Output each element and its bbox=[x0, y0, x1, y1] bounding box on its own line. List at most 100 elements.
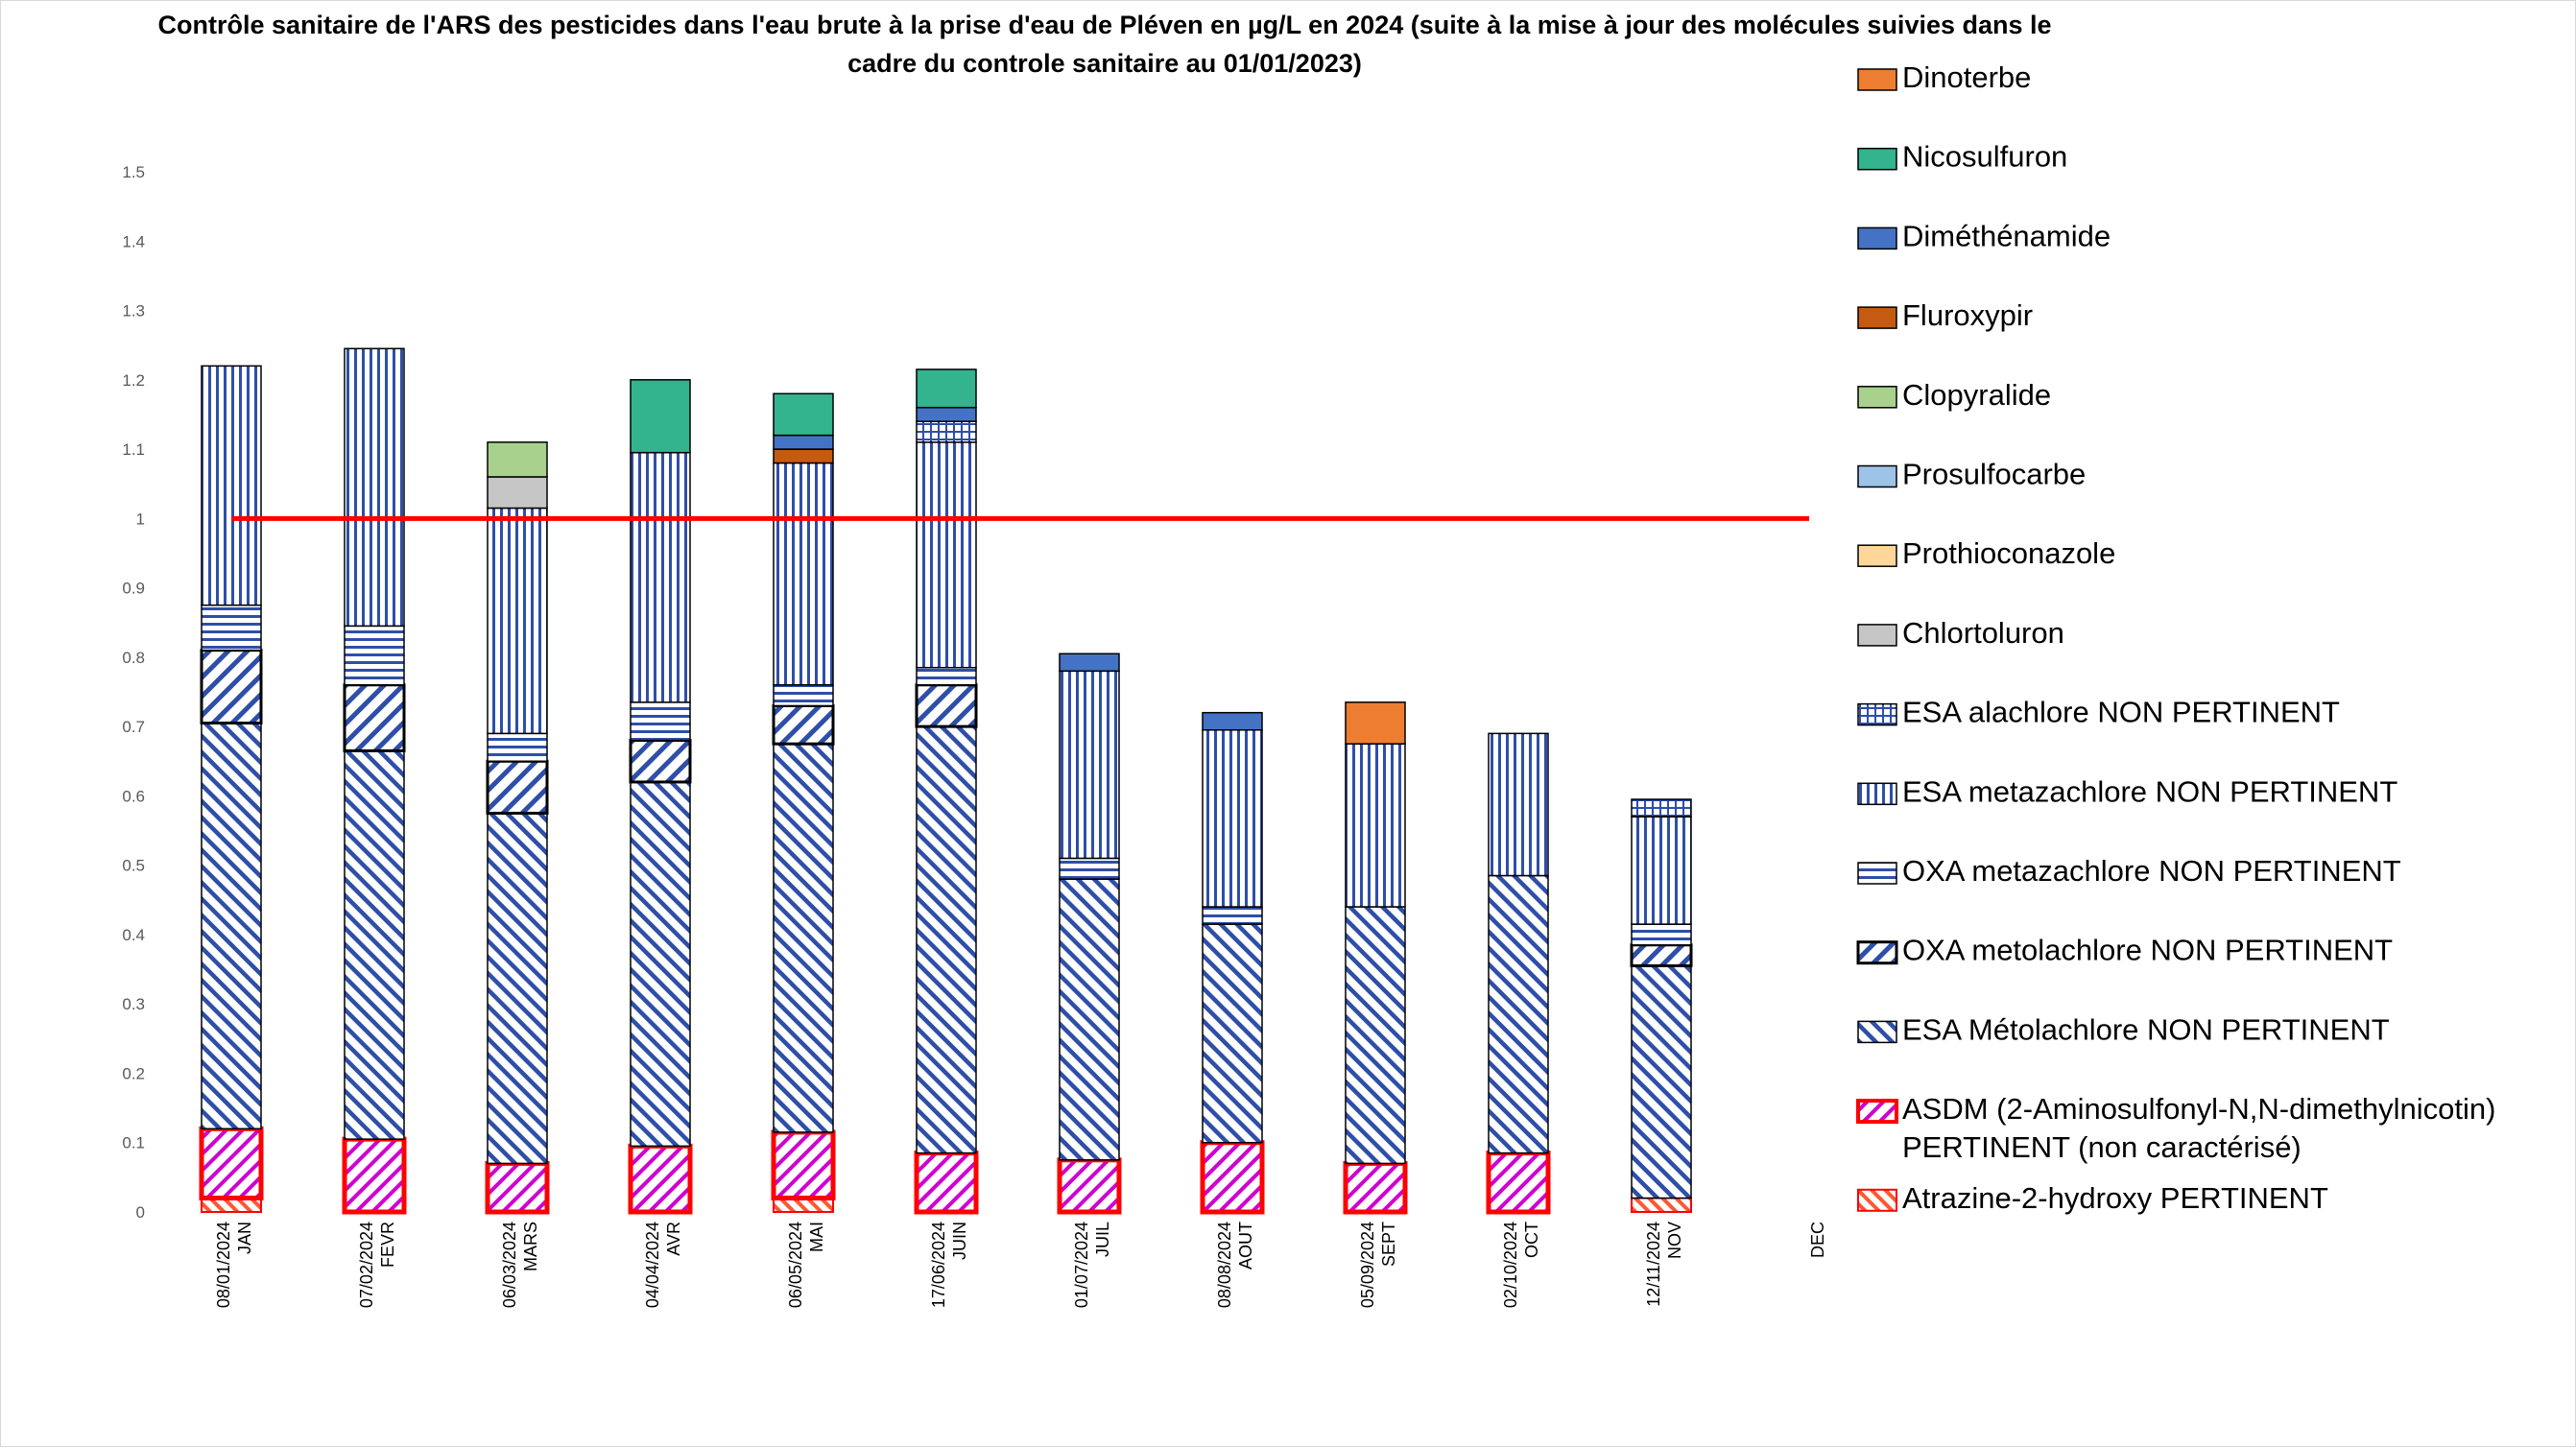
bar-segment bbox=[344, 749, 405, 1140]
bar-segment bbox=[773, 462, 834, 686]
y-tick-label: 1.4 bbox=[122, 232, 145, 250]
bar-segment bbox=[1345, 743, 1406, 908]
x-tick-month: MAI bbox=[807, 1222, 826, 1252]
y-tick-label: 0.5 bbox=[122, 857, 145, 875]
legend-swatch bbox=[1857, 147, 1897, 171]
x-tick-month: NOV bbox=[1665, 1222, 1684, 1259]
x-tick-month: MARS bbox=[521, 1222, 540, 1271]
bar-segment bbox=[916, 666, 977, 686]
x-tick-date: 08/08/2024 bbox=[1215, 1222, 1234, 1308]
legend-swatch bbox=[1857, 68, 1897, 91]
x-tick-date: 07/02/2024 bbox=[357, 1222, 376, 1308]
y-tick-label: 1.3 bbox=[122, 302, 145, 320]
bar-segment bbox=[915, 683, 978, 728]
y-tick-label: 0.2 bbox=[122, 1064, 145, 1082]
legend-swatch bbox=[1857, 306, 1897, 329]
legend-label: ESA Métolachlore NON PERTINENT bbox=[1902, 1012, 2390, 1046]
bars bbox=[199, 347, 1693, 1215]
bar-segment bbox=[916, 441, 977, 669]
legend-label: OXA metolachlore NON PERTINENT bbox=[1902, 934, 2393, 967]
y-tick-label: 0.4 bbox=[122, 926, 145, 944]
bar-segment bbox=[487, 441, 548, 478]
bar-segment bbox=[487, 476, 548, 510]
bar-segment bbox=[1202, 711, 1263, 731]
legend-swatch bbox=[1857, 226, 1897, 250]
legend-swatch bbox=[1857, 862, 1897, 885]
bar-segment bbox=[773, 434, 834, 450]
x-axis: 08/01/2024 JAN 07/02/2024 FEVR 06/03/2024 MAR… bbox=[214, 1222, 1827, 1308]
legend-label: Dinoterbe bbox=[1902, 60, 2031, 94]
bar-segment bbox=[1488, 874, 1549, 1154]
bar-segment bbox=[1059, 857, 1120, 880]
legend-label: Atrazine-2-hydroxy PERTINENT bbox=[1902, 1181, 2328, 1215]
bar-segment bbox=[1202, 728, 1263, 908]
bar-segment bbox=[1202, 906, 1263, 925]
legend-label: ASDM (2-Aminosulfonyl-N,N-dimethylnicoti… bbox=[1902, 1092, 2495, 1164]
legend-label: Nicosulfuron bbox=[1902, 140, 2067, 174]
bar-segment bbox=[1631, 1197, 1692, 1213]
bar-segment bbox=[342, 1136, 407, 1215]
bar-segment bbox=[773, 743, 834, 1133]
x-tick-month: JAN bbox=[235, 1222, 254, 1254]
legend-swatch bbox=[1857, 1188, 1897, 1212]
x-tick-month: JUIN bbox=[950, 1222, 969, 1260]
x-tick-date: 05/09/2024 bbox=[1358, 1222, 1377, 1308]
chart-title-line-1: Contrôle sanitaire de l'ARS des pesticid… bbox=[157, 11, 2052, 39]
x-tick-date: 06/05/2024 bbox=[786, 1222, 805, 1308]
legend-swatch bbox=[1856, 1099, 1898, 1125]
bar-segment bbox=[1202, 923, 1263, 1144]
y-tick-label: 1 bbox=[136, 510, 145, 528]
legend: Dinoterbe Nicosulfuron Diméthénamide Flurox… bbox=[1856, 60, 2495, 1215]
legend-label: Fluroxypir bbox=[1902, 298, 2033, 332]
bar-segment bbox=[487, 507, 548, 735]
legend-label: Prothioconazole bbox=[1902, 536, 2115, 570]
bar-segment bbox=[916, 368, 977, 409]
bar-segment bbox=[201, 722, 262, 1130]
y-tick-label: 0.9 bbox=[122, 580, 145, 598]
bar-segment bbox=[773, 448, 834, 464]
bar-segment bbox=[344, 347, 405, 628]
bar-segment bbox=[630, 781, 691, 1148]
legend-label: Diméthénamide bbox=[1902, 219, 2111, 252]
legend-label: ESA alachlore NON PERTINENT bbox=[1902, 696, 2340, 729]
x-tick-date: 04/04/2024 bbox=[643, 1222, 662, 1308]
bar-segment bbox=[629, 739, 692, 784]
bar-segment bbox=[1059, 670, 1120, 860]
y-tick-label: 0.8 bbox=[122, 649, 145, 667]
bar-segment bbox=[1488, 732, 1549, 877]
bar-segment bbox=[344, 625, 405, 686]
y-tick-label: 1.2 bbox=[122, 371, 145, 390]
x-tick-month: SEPT bbox=[1379, 1222, 1398, 1267]
x-tick-date: 06/03/2024 bbox=[500, 1222, 519, 1308]
bar-segment bbox=[916, 420, 977, 443]
x-tick-month: OCT bbox=[1522, 1222, 1541, 1258]
bar-segment bbox=[916, 725, 977, 1154]
bar-segment bbox=[773, 684, 834, 707]
x-tick-month: JUIL bbox=[1093, 1222, 1112, 1257]
x-tick-date: 17/06/2024 bbox=[929, 1222, 948, 1308]
y-tick-label: 0.6 bbox=[122, 787, 145, 805]
bar-segment bbox=[1631, 923, 1692, 946]
bar-segment bbox=[201, 604, 262, 652]
bar-segment bbox=[1345, 701, 1406, 745]
y-tick-label: 0.3 bbox=[122, 995, 145, 1013]
x-tick-date: 12/11/2024 bbox=[1644, 1222, 1663, 1307]
bar-segment bbox=[628, 1143, 693, 1215]
bar-segment bbox=[485, 1160, 550, 1215]
bar-segment bbox=[630, 701, 691, 742]
bar-segment bbox=[487, 812, 548, 1165]
bar-segment bbox=[1345, 906, 1406, 1165]
y-tick-label: 0.7 bbox=[122, 718, 145, 736]
y-axis: 0 0.1 0.2 0.3 0.4 0.5 0.6 0.7 0.8 0.9 1 1.1 1.2 1.3 1.… bbox=[122, 163, 145, 1222]
legend-swatch bbox=[1857, 464, 1897, 488]
bar-segment bbox=[914, 1151, 979, 1215]
y-tick-label: 1.5 bbox=[122, 163, 145, 181]
legend-label: ESA metazachlore NON PERTINENT bbox=[1902, 774, 2397, 808]
legend-label: OXA metazachlore NON PERTINENT bbox=[1902, 854, 2401, 888]
legend-swatch bbox=[1856, 940, 1898, 965]
bar-segment bbox=[1343, 1160, 1408, 1215]
bar-segment bbox=[1059, 653, 1120, 673]
bar-segment bbox=[487, 732, 548, 763]
bar-segment bbox=[771, 1129, 836, 1201]
